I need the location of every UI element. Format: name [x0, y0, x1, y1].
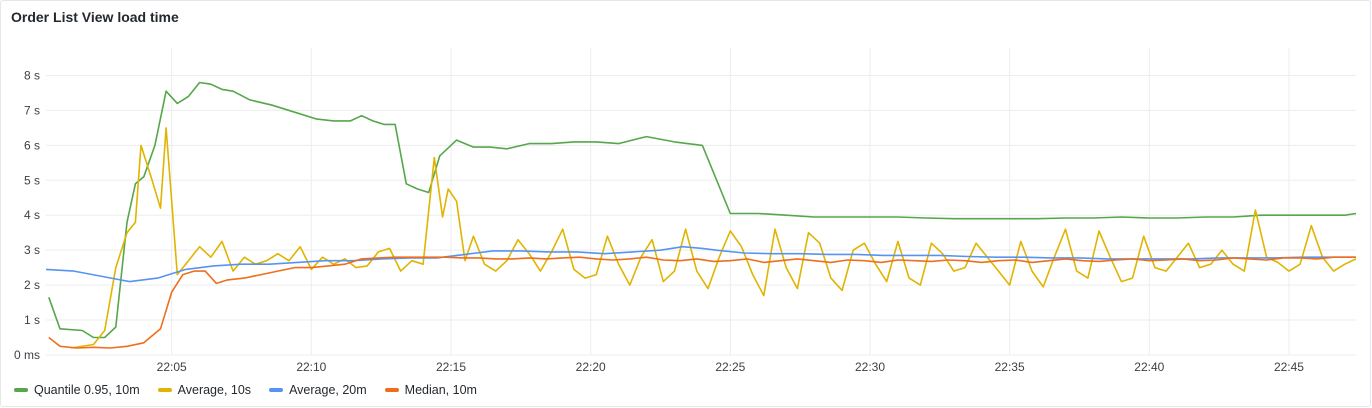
x-tick-label: 22:10: [296, 360, 326, 374]
y-tick-label: 5 s: [24, 173, 40, 187]
line-chart: 0 ms1 s2 s3 s4 s5 s6 s7 s8 s 22:05 22:10 2…: [14, 48, 1357, 374]
series-line-0: [48, 81, 1357, 339]
x-tick-label: 22:15: [436, 360, 466, 374]
y-tick-label: 2 s: [24, 278, 40, 292]
x-tick-label: 22:35: [995, 360, 1025, 374]
x-axis: 22:05 22:10 22:15 22:20 22:25 22:30 22:35 22:40…: [157, 360, 1305, 374]
legend-swatch: [14, 388, 28, 392]
legend: Quantile 0.95, 10m Average, 10s Average, 2…: [14, 383, 477, 397]
legend-item-1[interactable]: Average, 10s: [157, 383, 252, 397]
x-tick-label: 22:25: [715, 360, 745, 374]
x-tick-label: 22:20: [576, 360, 606, 374]
y-tick-label: 0 ms: [14, 348, 40, 362]
legend-label: Quantile 0.95, 10m: [34, 383, 140, 397]
legend-item-3[interactable]: Median, 10m: [384, 383, 477, 397]
legend-swatch: [269, 388, 284, 392]
legend-label: Median, 10m: [404, 383, 477, 397]
y-axis: 0 ms 1 s 2 s 3 s 4 s 5 s 6 s 7 s 8 s: [14, 68, 40, 362]
x-tick-label: 22:05: [157, 360, 187, 374]
legend-swatch: [157, 388, 172, 392]
legend-item-0[interactable]: Quantile 0.95, 10m: [14, 383, 140, 397]
y-tick-label: 6 s: [24, 138, 40, 152]
y-tick-label: 3 s: [24, 243, 40, 257]
y-tick-label: 4 s: [24, 208, 40, 222]
y-tick-label: 7 s: [24, 103, 40, 117]
y-tick-label: 8 s: [24, 68, 40, 82]
x-tick-label: 22:30: [855, 360, 885, 374]
legend-item-2[interactable]: Average, 20m: [269, 383, 367, 397]
legend-label: Average, 10s: [177, 383, 252, 397]
series-line-1: [70, 127, 1357, 349]
x-tick-label: 22:40: [1134, 360, 1164, 374]
series-lines: [45, 81, 1357, 349]
series-line-3: [48, 256, 1356, 349]
legend-swatch: [384, 388, 399, 392]
panel-title: Order List View load time: [11, 9, 179, 25]
y-tick-label: 1 s: [24, 313, 40, 327]
legend-label: Average, 20m: [289, 383, 367, 397]
x-tick-label: 22:45: [1274, 360, 1304, 374]
grid-lines: [46, 48, 1356, 356]
